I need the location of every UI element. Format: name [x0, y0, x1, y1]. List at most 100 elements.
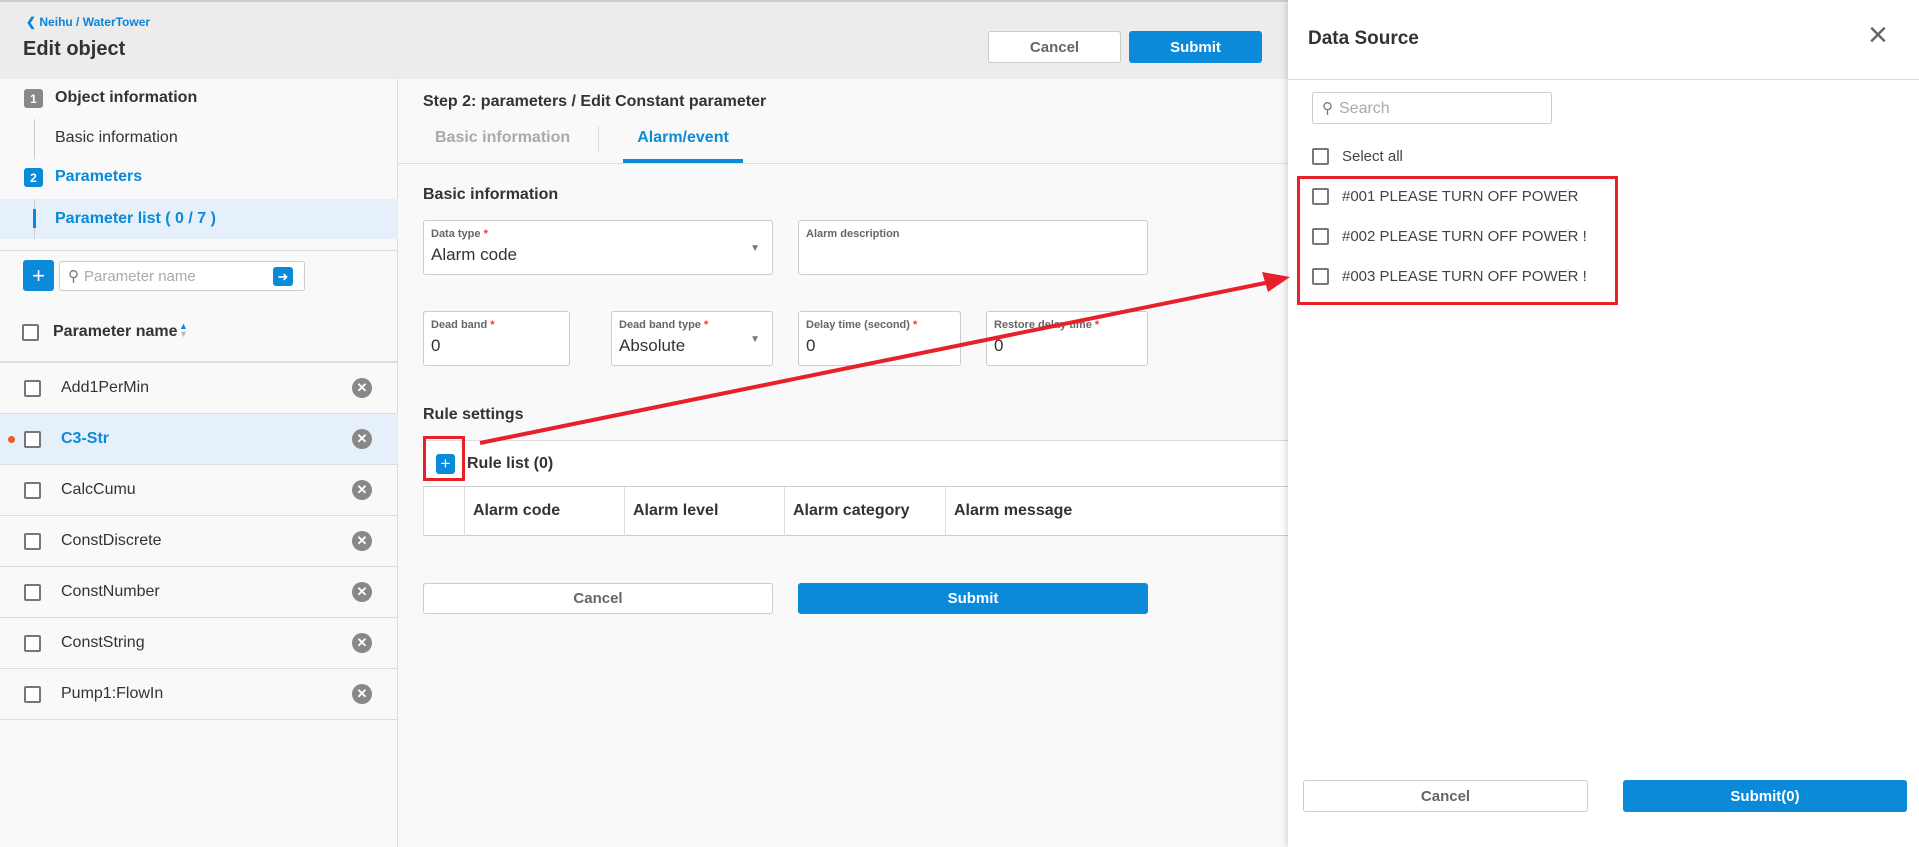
- step-heading: Step 2: parameters / Edit Constant param…: [423, 93, 767, 110]
- add-parameter-button[interactable]: +: [23, 260, 54, 291]
- page-header: ❮ Neihu / WaterTower Edit object Cancel …: [0, 0, 1288, 79]
- parameter-row[interactable]: C3-Str ✕: [0, 414, 398, 465]
- active-tab-indicator: [623, 159, 743, 163]
- parameter-row[interactable]: ConstNumber ✕: [0, 567, 398, 618]
- sidebar-item-basic-information[interactable]: Basic information: [55, 129, 178, 146]
- parameter-row[interactable]: ConstString ✕: [0, 618, 398, 669]
- sidebar-item-parameter-list[interactable]: Parameter list ( 0 / 7 ): [0, 199, 398, 239]
- parameter-checkbox[interactable]: [24, 533, 41, 550]
- delay-time-value: 0: [806, 336, 816, 355]
- search-placeholder: Parameter name: [84, 268, 196, 285]
- dead-band-value: 0: [431, 336, 441, 355]
- step-number-2: 2: [24, 168, 43, 187]
- panel-title: Data Source: [1308, 28, 1419, 49]
- divider: [0, 361, 398, 363]
- sort-icon[interactable]: ▲ ▼: [179, 321, 188, 339]
- remove-icon[interactable]: ✕: [352, 429, 372, 449]
- search-placeholder: Search: [1339, 100, 1390, 117]
- parameter-row[interactable]: CalcCumu ✕: [0, 465, 398, 516]
- data-type-label: Data type: [431, 228, 481, 240]
- data-source-search-input[interactable]: ⚲ Search: [1312, 92, 1552, 124]
- parameter-checkbox[interactable]: [24, 584, 41, 601]
- search-go-icon[interactable]: ➜: [273, 267, 293, 286]
- parameter-checkbox[interactable]: [24, 380, 41, 397]
- parameter-name: Add1PerMin: [61, 379, 150, 396]
- header-submit-button[interactable]: Submit: [1129, 31, 1262, 63]
- parameter-checkbox[interactable]: [24, 431, 41, 448]
- parameter-name: ConstDiscrete: [61, 532, 162, 549]
- header-cancel-button[interactable]: Cancel: [988, 31, 1121, 63]
- parameter-name: ConstNumber: [61, 583, 160, 600]
- dead-band-type-value: Absolute: [619, 336, 686, 355]
- parameter-name: CalcCumu: [61, 481, 136, 498]
- dropdown-arrow-icon: ▼: [750, 334, 760, 345]
- delay-time-input[interactable]: Delay time (second) * 0: [798, 311, 961, 366]
- select-all-parameters-checkbox[interactable]: [22, 324, 39, 341]
- step-object-information[interactable]: Object information: [55, 89, 198, 106]
- annotation-highlight-box: [423, 436, 465, 481]
- step-line: [34, 119, 35, 159]
- checkbox[interactable]: [1312, 268, 1329, 285]
- dead-band-input[interactable]: Dead band * 0: [423, 311, 570, 366]
- parameter-name-column-header[interactable]: Parameter name: [53, 323, 178, 340]
- data-source-item-label: #002 PLEASE TURN OFF POWER !: [1342, 228, 1587, 245]
- delay-time-label: Delay time (second): [806, 319, 910, 331]
- remove-icon[interactable]: ✕: [352, 480, 372, 500]
- step-parameters[interactable]: Parameters: [55, 168, 143, 185]
- alarm-description-input[interactable]: Alarm description: [798, 220, 1148, 275]
- restore-delay-value: 0: [994, 336, 1004, 355]
- parameter-checkbox[interactable]: [24, 635, 41, 652]
- checkbox[interactable]: [1312, 228, 1329, 245]
- column-alarm-code: Alarm code: [464, 487, 624, 536]
- sidebar: 1 Object information Basic information 2…: [0, 79, 398, 847]
- divider: [1288, 79, 1919, 80]
- parameter-list-label: Parameter list ( 0 / 7 ): [55, 210, 216, 227]
- rule-table-header: Alarm code Alarm level Alarm category Al…: [423, 486, 1288, 536]
- checkbox[interactable]: [1312, 188, 1329, 205]
- column-alarm-category: Alarm category: [784, 487, 945, 536]
- submit-button[interactable]: Submit: [798, 583, 1148, 614]
- remove-icon[interactable]: ✕: [352, 633, 372, 653]
- remove-icon[interactable]: ✕: [352, 684, 372, 704]
- remove-icon[interactable]: ✕: [352, 378, 372, 398]
- data-source-panel: Data Source × ⚲ Search Select all #001 P…: [1288, 0, 1919, 847]
- parameter-row[interactable]: Add1PerMin ✕: [0, 363, 398, 414]
- add-rule-button[interactable]: +: [436, 454, 455, 474]
- checkbox[interactable]: [1312, 148, 1329, 165]
- step-number-1: 1: [24, 89, 43, 108]
- panel-cancel-button[interactable]: Cancel: [1303, 780, 1588, 812]
- dead-band-type-label: Dead band type: [619, 319, 701, 331]
- remove-icon[interactable]: ✕: [352, 582, 372, 602]
- column-alarm-level: Alarm level: [624, 487, 784, 536]
- breadcrumb-link[interactable]: Neihu / WaterTower: [39, 15, 151, 29]
- divider: [0, 250, 398, 251]
- search-icon: ⚲: [68, 268, 79, 285]
- rule-list: + Rule list (0) Alarm code Alarm level A…: [423, 440, 1288, 536]
- parameter-row[interactable]: ConstDiscrete ✕: [0, 516, 398, 567]
- parameter-checkbox[interactable]: [24, 482, 41, 499]
- parameter-checkbox[interactable]: [24, 686, 41, 703]
- parameter-row[interactable]: Pump1:FlowIn ✕: [0, 669, 398, 720]
- select-all-label: Select all: [1342, 148, 1403, 165]
- modified-dot-icon: [8, 436, 15, 443]
- breadcrumb[interactable]: ❮ Neihu / WaterTower: [26, 15, 151, 29]
- remove-icon[interactable]: ✕: [352, 531, 372, 551]
- dead-band-type-select[interactable]: Dead band type * Absolute ▼: [611, 311, 773, 366]
- annotation-highlight-box: [1297, 176, 1618, 305]
- tab-separator: [598, 126, 599, 152]
- section-basic-information: Basic information: [423, 186, 559, 203]
- dead-band-label: Dead band: [431, 319, 488, 331]
- tab-alarm-event[interactable]: Alarm/event: [637, 129, 729, 146]
- cancel-button[interactable]: Cancel: [423, 583, 773, 614]
- tab-basic-information[interactable]: Basic information: [435, 129, 571, 146]
- data-type-select[interactable]: Data type * Alarm code ▼: [423, 220, 773, 275]
- panel-submit-button[interactable]: Submit(0): [1623, 780, 1907, 812]
- parameter-search-input[interactable]: ⚲ Parameter name ➜: [59, 261, 305, 291]
- data-source-item-label: #001 PLEASE TURN OFF POWER: [1342, 188, 1579, 205]
- data-source-item-label: #003 PLEASE TURN OFF POWER !: [1342, 268, 1587, 285]
- alarm-description-label: Alarm description: [806, 228, 900, 240]
- rule-list-label: Rule list (0): [467, 455, 554, 472]
- dropdown-arrow-icon: ▼: [750, 243, 760, 254]
- close-icon[interactable]: ×: [1868, 16, 1888, 54]
